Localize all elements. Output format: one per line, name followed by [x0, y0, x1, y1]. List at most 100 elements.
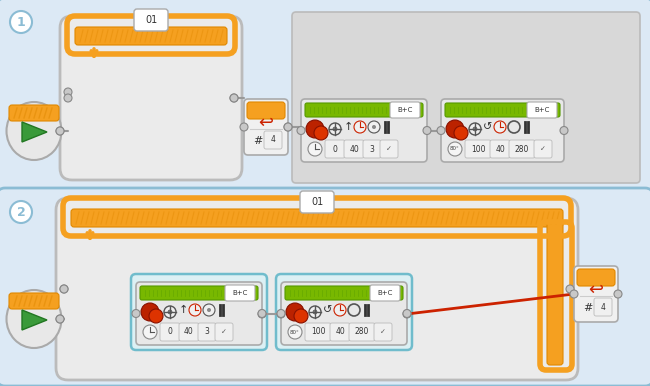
FancyBboxPatch shape: [198, 323, 216, 341]
Circle shape: [288, 325, 302, 339]
Circle shape: [207, 308, 211, 312]
Text: 4: 4: [601, 303, 605, 312]
FancyBboxPatch shape: [374, 323, 392, 341]
Circle shape: [240, 123, 248, 131]
Text: 3: 3: [370, 144, 374, 154]
Circle shape: [294, 309, 308, 323]
Circle shape: [469, 123, 481, 135]
Circle shape: [368, 121, 380, 133]
Circle shape: [258, 310, 266, 318]
Text: 40: 40: [184, 327, 194, 337]
Text: ↩: ↩: [259, 114, 274, 132]
Circle shape: [333, 127, 337, 131]
Text: ↑: ↑: [343, 122, 353, 132]
Circle shape: [329, 123, 341, 135]
Text: ↑: ↑: [178, 305, 188, 315]
FancyBboxPatch shape: [0, 0, 650, 196]
FancyBboxPatch shape: [577, 269, 615, 286]
FancyBboxPatch shape: [71, 209, 563, 227]
FancyBboxPatch shape: [9, 105, 59, 121]
Circle shape: [64, 94, 72, 102]
Text: 01: 01: [145, 15, 157, 25]
Circle shape: [10, 201, 32, 223]
FancyBboxPatch shape: [160, 323, 180, 341]
FancyBboxPatch shape: [330, 323, 350, 341]
FancyBboxPatch shape: [60, 16, 242, 180]
Text: ✓: ✓: [540, 146, 546, 152]
Text: 280: 280: [355, 327, 369, 337]
FancyBboxPatch shape: [445, 103, 560, 117]
FancyBboxPatch shape: [247, 102, 285, 119]
Polygon shape: [22, 310, 47, 330]
Circle shape: [56, 315, 64, 323]
Circle shape: [614, 290, 622, 298]
FancyBboxPatch shape: [0, 188, 650, 386]
Circle shape: [306, 120, 324, 138]
Circle shape: [454, 126, 468, 140]
Circle shape: [446, 120, 464, 138]
Text: 0: 0: [168, 327, 172, 337]
FancyBboxPatch shape: [325, 140, 345, 158]
Circle shape: [437, 127, 445, 134]
Circle shape: [203, 304, 215, 316]
Circle shape: [164, 306, 176, 318]
Circle shape: [570, 290, 578, 298]
Text: 40: 40: [335, 327, 345, 337]
Circle shape: [354, 121, 366, 133]
Circle shape: [297, 127, 305, 134]
Circle shape: [64, 88, 72, 96]
FancyBboxPatch shape: [225, 285, 255, 301]
FancyBboxPatch shape: [56, 198, 578, 380]
Circle shape: [403, 310, 411, 318]
Text: 280: 280: [515, 144, 529, 154]
Ellipse shape: [6, 102, 62, 160]
Text: 01: 01: [311, 197, 323, 207]
Text: 80°: 80°: [290, 330, 300, 335]
FancyBboxPatch shape: [509, 140, 535, 158]
Text: 3: 3: [205, 327, 209, 337]
Circle shape: [277, 310, 285, 318]
FancyBboxPatch shape: [305, 103, 423, 117]
Ellipse shape: [6, 290, 62, 348]
Circle shape: [60, 285, 68, 293]
Circle shape: [560, 127, 568, 134]
Circle shape: [314, 126, 328, 140]
Text: B+C: B+C: [534, 107, 550, 113]
Text: B+C: B+C: [397, 107, 413, 113]
Circle shape: [132, 310, 140, 318]
Text: #: #: [583, 303, 593, 313]
Polygon shape: [22, 122, 47, 142]
Circle shape: [284, 123, 292, 131]
Circle shape: [334, 304, 346, 316]
Circle shape: [168, 310, 172, 314]
FancyBboxPatch shape: [9, 293, 59, 309]
Circle shape: [403, 310, 411, 318]
Circle shape: [60, 285, 68, 293]
FancyBboxPatch shape: [349, 323, 375, 341]
FancyBboxPatch shape: [547, 221, 563, 365]
FancyBboxPatch shape: [136, 282, 262, 345]
Text: 0: 0: [333, 144, 337, 154]
FancyBboxPatch shape: [490, 140, 510, 158]
Circle shape: [423, 127, 431, 134]
FancyBboxPatch shape: [574, 266, 618, 322]
Text: 100: 100: [311, 327, 325, 337]
Circle shape: [448, 142, 462, 156]
Text: B+C: B+C: [232, 290, 248, 296]
Text: ✓: ✓: [221, 329, 227, 335]
FancyBboxPatch shape: [215, 323, 233, 341]
FancyBboxPatch shape: [305, 323, 331, 341]
Circle shape: [372, 125, 376, 129]
Text: 100: 100: [471, 144, 486, 154]
Circle shape: [473, 127, 477, 131]
Circle shape: [143, 325, 157, 339]
Text: ↺: ↺: [484, 122, 493, 132]
FancyBboxPatch shape: [281, 282, 407, 345]
Circle shape: [230, 94, 238, 102]
Circle shape: [258, 310, 266, 318]
Circle shape: [566, 285, 574, 293]
Circle shape: [284, 123, 292, 131]
Circle shape: [149, 309, 163, 323]
Circle shape: [309, 306, 321, 318]
Text: 40: 40: [349, 144, 359, 154]
